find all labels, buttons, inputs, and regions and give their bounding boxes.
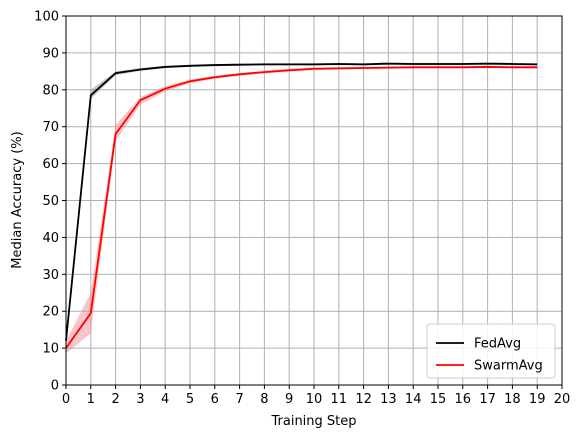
x-tick-label: 10 xyxy=(306,392,323,407)
y-axis-title: Median Accuracy (%) xyxy=(10,131,25,268)
y-tick-label: 70 xyxy=(42,120,59,135)
y-tick-label: 0 xyxy=(51,379,59,394)
y-tick-label: 10 xyxy=(42,342,59,357)
x-tick-label: 16 xyxy=(455,392,472,407)
swarmavg-legend-label: SwarmAvg xyxy=(474,359,543,374)
x-tick-label: 2 xyxy=(111,392,119,407)
y-tick-label: 50 xyxy=(42,194,59,209)
swarmavg-line xyxy=(65,66,538,349)
x-tick-label: 8 xyxy=(260,392,268,407)
x-tick-label: 18 xyxy=(504,392,521,407)
legend: FedAvg SwarmAvg xyxy=(426,323,556,379)
y-tick-label: 90 xyxy=(42,46,59,61)
y-axis-ticks: 0 10 20 30 40 50 60 70 80 90 100 xyxy=(34,10,66,394)
fedavg-legend-label: FedAvg xyxy=(474,337,521,352)
y-tick-label: 20 xyxy=(42,305,59,320)
x-tick-label: 19 xyxy=(529,392,546,407)
x-axis-title: Training Step xyxy=(270,414,356,429)
y-tick-label: 100 xyxy=(34,10,59,25)
y-tick-label: 40 xyxy=(42,231,59,246)
fedavg-line xyxy=(65,62,538,341)
x-tick-label: 17 xyxy=(479,392,496,407)
x-tick-label: 5 xyxy=(186,392,194,407)
x-axis-ticks: 0 1 2 3 4 5 6 7 8 9 10 11 12 13 14 15 16 17 18 19 20 xyxy=(62,385,570,407)
x-tick-label: 7 xyxy=(235,392,243,407)
x-tick-label: 6 xyxy=(211,392,219,407)
x-tick-label: 4 xyxy=(161,392,169,407)
y-tick-label: 60 xyxy=(42,157,59,172)
x-tick-label: 14 xyxy=(405,392,422,407)
x-tick-label: 12 xyxy=(355,392,372,407)
x-tick-label: 13 xyxy=(380,392,397,407)
x-tick-label: 9 xyxy=(285,392,293,407)
x-tick-label: 0 xyxy=(62,392,70,407)
y-tick-label: 80 xyxy=(42,83,59,98)
x-tick-label: 3 xyxy=(136,392,144,407)
x-tick-label: 1 xyxy=(87,392,95,407)
y-tick-label: 30 xyxy=(42,268,59,283)
x-tick-label: 15 xyxy=(430,392,447,407)
x-tick-label: 20 xyxy=(554,392,571,407)
series-lines xyxy=(65,62,538,349)
x-tick-label: 11 xyxy=(331,392,348,407)
